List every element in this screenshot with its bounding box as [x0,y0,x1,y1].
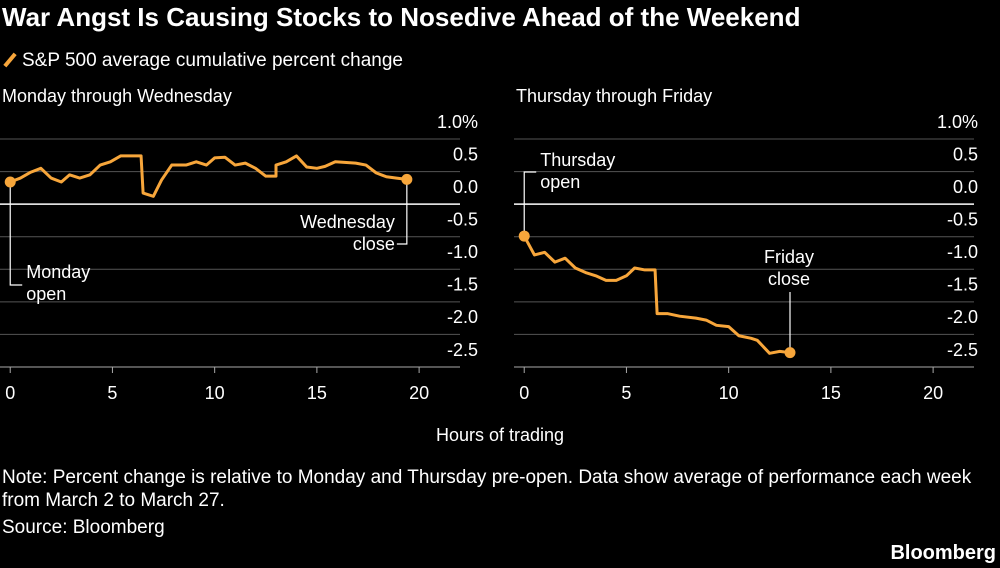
annotation: open [26,284,66,304]
y-tick-label: -1.5 [947,275,978,295]
title: War Angst Is Causing Stocks to Nosedive … [2,2,801,32]
x-tick-label: 5 [107,383,117,403]
x-tick-label: 10 [719,383,739,403]
y-tick-label: -0.5 [947,209,978,229]
annotation-leader [523,171,537,237]
series-line [9,154,408,198]
y-tick-label: -2.5 [447,340,478,360]
point-marker [518,230,530,242]
legend-label: S&P 500 average cumulative percent chang… [22,50,403,71]
x-tick-label: 15 [821,383,841,403]
annotation: Thursday [540,150,615,170]
annotation: Friday [764,247,814,267]
x-tick-label: 20 [923,383,943,403]
legend: S&P 500 average cumulative percent chang… [2,50,403,72]
source: Source: Bloomberg [2,517,165,538]
note: Note: Percent change is relative to Mond… [2,467,972,511]
annotation: open [540,172,580,192]
point-marker [401,173,413,185]
y-tick-label: 0.5 [953,144,978,164]
y-tick-label: 0.0 [453,177,478,197]
y-tick-label: -2.0 [947,307,978,327]
panel-subtitle: Monday through Wednesday [2,86,232,106]
y-tick-label: 0.0 [953,177,978,197]
x-tick-label: 15 [307,383,327,403]
annotation: close [768,269,810,289]
x-tick-label: 0 [519,383,529,403]
point-marker [4,176,16,188]
panel-subtitle: Thursday through Friday [516,86,712,106]
brand: Bloomberg [890,542,996,564]
annotation: close [353,234,395,254]
y-tick-label: -1.5 [447,275,478,295]
x-tick-label: 20 [409,383,429,403]
series-line [522,235,791,355]
y-tick-label: 0.5 [453,144,478,164]
y-tick-label: 1.0% [437,112,478,132]
x-axis-title: Hours of trading [436,425,564,445]
x-tick-label: 5 [621,383,631,403]
y-tick-label: -0.5 [447,209,478,229]
annotation-leader [396,179,408,245]
x-tick-label: 0 [5,383,15,403]
annotation-leader [9,181,23,286]
y-tick-label: 1.0% [937,112,978,132]
point-marker [784,347,796,359]
y-tick-label: -2.0 [447,307,478,327]
y-tick-label: -1.0 [447,242,478,262]
y-tick-label: -1.0 [947,242,978,262]
annotation: Monday [26,262,90,282]
x-tick-label: 10 [205,383,225,403]
y-tick-label: -2.5 [947,340,978,360]
annotation: Wednesday [300,212,395,232]
